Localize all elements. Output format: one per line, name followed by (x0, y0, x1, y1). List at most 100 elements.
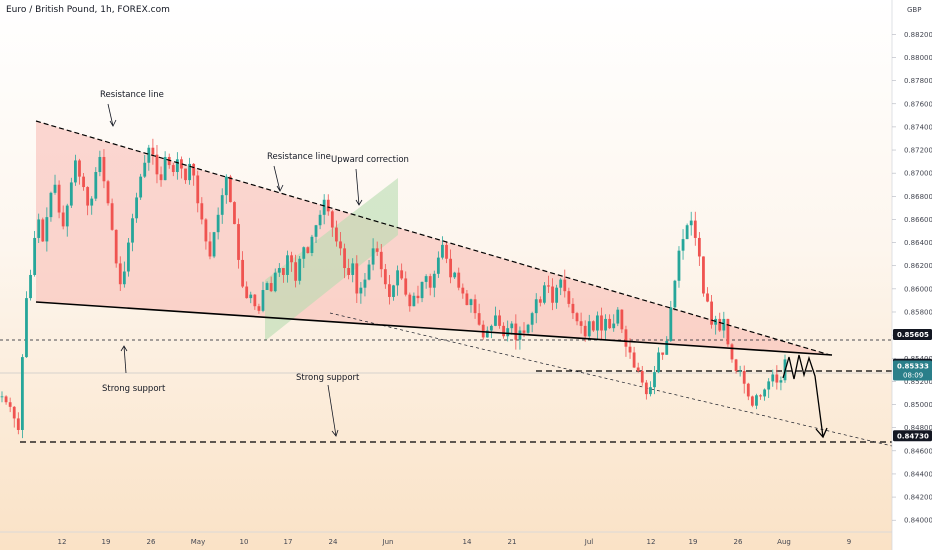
strong-support-2-arrowhead (331, 429, 339, 437)
candle (612, 314, 616, 332)
candle (461, 283, 465, 299)
candle (49, 191, 53, 222)
candle (649, 381, 652, 397)
candle (41, 217, 45, 242)
price-label-085605: 0.85605 (893, 329, 932, 341)
candle (118, 256, 122, 291)
candle (204, 218, 208, 250)
candle (200, 197, 204, 225)
candle (61, 205, 65, 230)
candle (693, 211, 697, 246)
strong-support-1-arrowhead (120, 345, 128, 352)
candle (261, 281, 265, 313)
candle (759, 394, 762, 400)
price-tick-label: 0.87800 (904, 77, 932, 85)
price-tick-label: 0.87000 (904, 170, 932, 178)
candle (600, 307, 603, 341)
time-tick-label: May (191, 538, 205, 546)
candle (396, 265, 399, 296)
candle (273, 268, 277, 293)
strong-support-label-1: Strong support (102, 384, 166, 394)
candle (734, 358, 738, 374)
candle (742, 365, 746, 394)
candle (29, 269, 32, 301)
candle (12, 406, 16, 428)
candle (265, 281, 269, 291)
candle (359, 282, 363, 304)
price-tick-label: 0.84200 (904, 494, 932, 502)
candle (314, 224, 318, 244)
candle (750, 395, 754, 408)
candle (25, 291, 28, 358)
support-trendline (35, 301, 833, 356)
price-tick-label: 0.86600 (904, 216, 932, 224)
candle (420, 281, 424, 303)
time-ticks-group: 12 19 26 May 10 17 24 Jun 14 21 Jul 12 19 26 Aug 9 (58, 538, 852, 546)
candle (245, 281, 249, 299)
time-tick-label: Jun (382, 538, 394, 546)
candle (506, 320, 510, 342)
candle (8, 397, 12, 413)
time-tick-label: 26 (734, 538, 743, 546)
time-tick-label: 12 (647, 538, 656, 546)
candle (57, 180, 61, 219)
time-tick-label: 19 (102, 538, 111, 546)
candle (363, 272, 367, 297)
candle (367, 259, 371, 281)
candle (335, 220, 338, 247)
candle (302, 246, 306, 268)
price-axis-background (892, 0, 932, 550)
time-tick-label: Aug (777, 538, 791, 546)
candle (143, 155, 147, 179)
candle (469, 298, 473, 313)
candle (587, 314, 591, 341)
price-tick-label: 0.85000 (904, 401, 932, 409)
candle (640, 365, 644, 386)
candle (465, 290, 469, 306)
time-tick-label: 17 (284, 538, 293, 546)
candle (131, 213, 134, 252)
candle (710, 295, 713, 329)
candle (4, 395, 8, 405)
candle (281, 267, 285, 283)
candle (147, 144, 151, 171)
candle (689, 211, 693, 236)
price-tick-label: 0.84600 (904, 447, 932, 455)
candle (69, 177, 73, 208)
candle (644, 380, 648, 400)
candle (661, 352, 665, 360)
resistance-1-arrow (107, 103, 114, 127)
candle (306, 246, 310, 254)
candle (498, 309, 501, 329)
price-tick-label: 0.88200 (904, 31, 932, 39)
candle (620, 309, 624, 334)
candle (563, 269, 567, 298)
time-tick-label: Jul (584, 538, 594, 546)
candle (102, 149, 106, 189)
candle (114, 229, 118, 268)
candle (175, 152, 179, 180)
resistance-line-label-1: Resistance line (100, 90, 164, 100)
price-axis[interactable]: GBP (891, 0, 932, 550)
candle (551, 278, 554, 311)
candle (404, 271, 408, 297)
candle (167, 153, 171, 169)
price-label-084730: 0.84730 (893, 430, 932, 442)
candle (665, 336, 669, 355)
candle (473, 294, 477, 319)
candle (706, 287, 709, 303)
candle (596, 311, 599, 341)
candle (196, 170, 200, 213)
candle (571, 298, 575, 320)
candle (400, 263, 404, 281)
candle (424, 274, 428, 289)
svg-text:0.85333: 0.85333 (897, 363, 929, 371)
time-tick-label: 19 (689, 538, 698, 546)
candle (653, 366, 656, 395)
candle (547, 275, 550, 293)
candle (510, 321, 514, 335)
candle (180, 156, 183, 179)
candle (677, 246, 681, 288)
